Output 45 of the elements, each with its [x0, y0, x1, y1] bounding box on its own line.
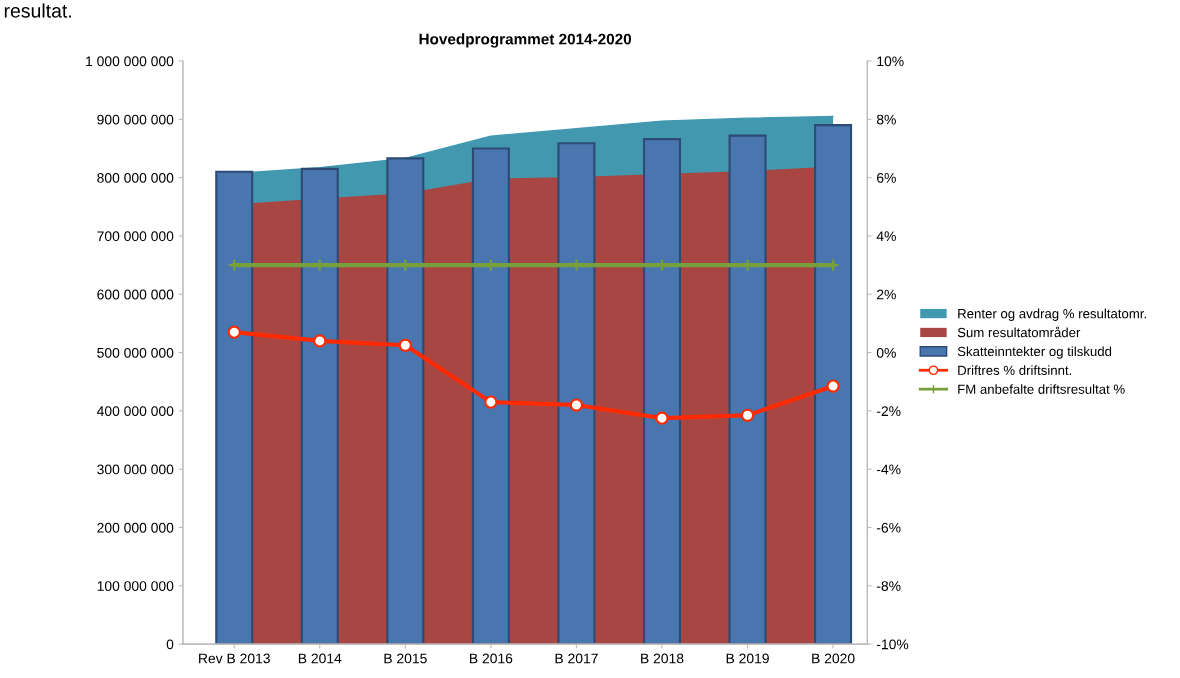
point — [655, 411, 669, 425]
x-tick-label: B 2014 — [298, 653, 342, 664]
y2-tick-label: -2% — [876, 406, 901, 416]
y2-tick-label: -6% — [876, 522, 901, 533]
y-tick-label: 200 000 000 — [97, 522, 174, 533]
y-tick-label: 400 000 000 — [96, 406, 174, 417]
point — [398, 338, 412, 352]
y2-tick-label: 10% — [877, 56, 904, 67]
point — [227, 325, 241, 339]
y2-tick-label: 0% — [876, 347, 896, 358]
y2-tick-label: 6% — [877, 172, 896, 183]
x-tick-label: B 2019 — [726, 653, 769, 664]
point — [740, 408, 755, 422]
point — [313, 334, 327, 348]
point — [826, 379, 840, 393]
point — [484, 395, 498, 409]
legend-label: Skatteinntekter og tilskudd — [957, 346, 1112, 359]
y2-tick-label: -10% — [876, 639, 909, 650]
x-tick-label: B 2017 — [555, 653, 598, 664]
y2-tick-label: 2% — [877, 289, 896, 300]
legend-label: FM anbefalte driftsresultat % — [958, 384, 1125, 394]
x-tick-label: Rev B 2013 — [199, 653, 270, 664]
y-tick-label: 600 000 000 — [97, 289, 174, 300]
y-tick-label: 700 000 000 — [97, 231, 174, 242]
y-tick-label: 800 000 000 — [97, 172, 174, 183]
y-tick-label: 300 000 000 — [97, 464, 174, 475]
x-tick-label: B 2016 — [470, 653, 513, 664]
y2-tick-label: -4% — [876, 464, 901, 475]
x-tick-label: B 2015 — [384, 653, 427, 664]
legend-label: Driftres % driftsinnt. — [958, 365, 1072, 375]
y-tick-label: 100 000 000 — [97, 581, 174, 591]
point — [569, 398, 584, 412]
x-tick-label: B 2018 — [641, 653, 684, 664]
legend-label: Renter og avdrag % resultatomr. — [958, 308, 1146, 321]
y-tick-label: 900 000 000 — [97, 114, 174, 125]
y-tick-label: 500 000 000 — [97, 347, 174, 358]
x-tick-label: B 2020 — [812, 653, 855, 664]
y-tick-label: 0 — [166, 639, 174, 650]
chart-title: Hovedprogrammet 2014-2020 — [419, 33, 632, 48]
y2-tick-label: 4% — [876, 231, 896, 242]
text: resultat. — [4, 3, 71, 18]
legend-label: Sum resultatområder — [957, 326, 1081, 338]
y-tick-label: 1 000 000 000 — [86, 56, 174, 67]
y2-tick-label: -8% — [876, 581, 901, 591]
y2-tick-label: 8% — [876, 114, 896, 125]
